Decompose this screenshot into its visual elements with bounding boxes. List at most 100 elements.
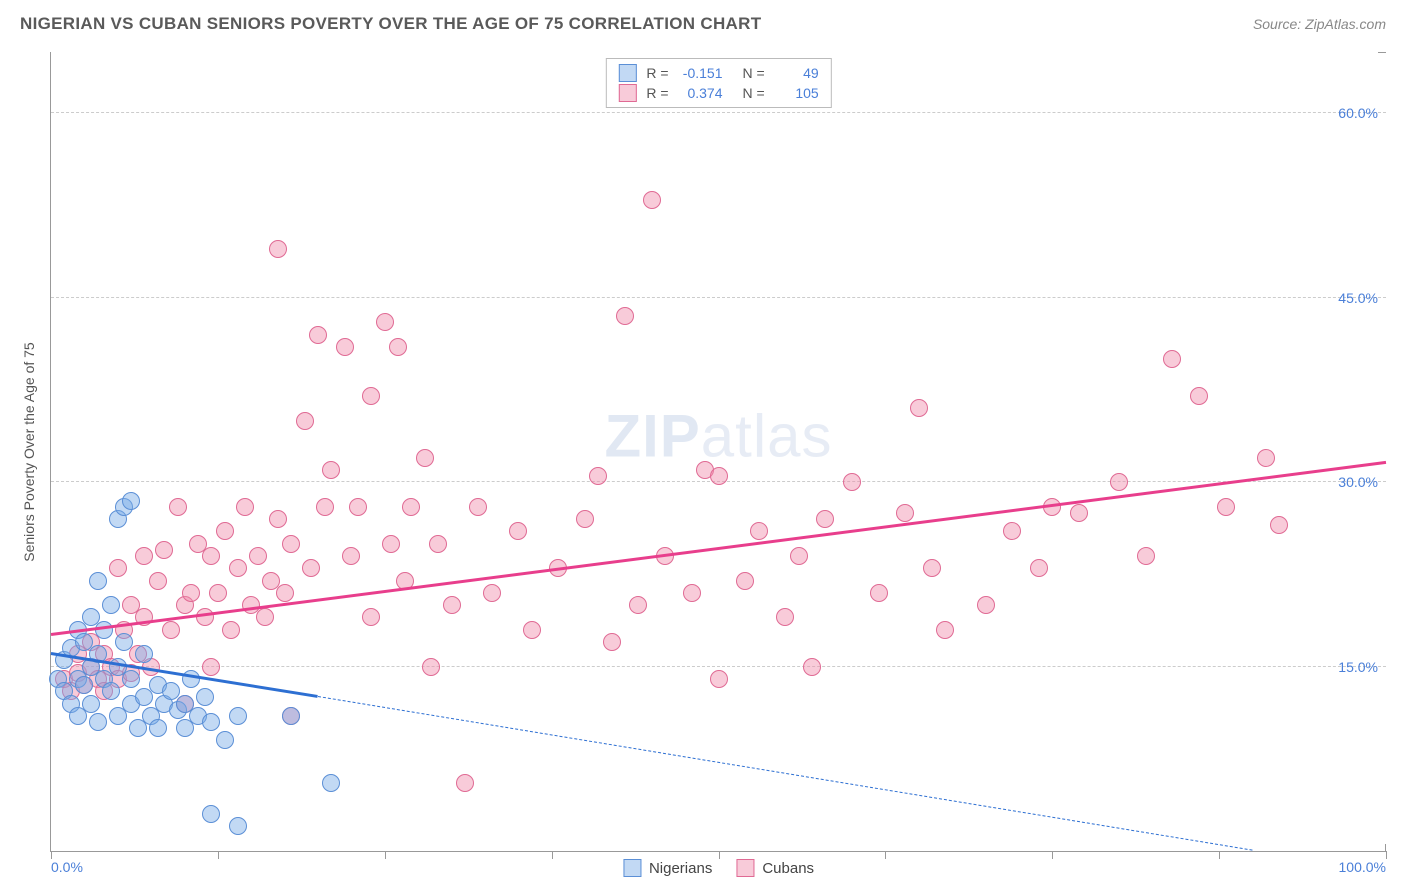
y-tick-label: 30.0% bbox=[1318, 474, 1378, 490]
legend-swatch bbox=[618, 64, 636, 82]
data-point bbox=[182, 584, 200, 602]
n-label: N = bbox=[743, 85, 765, 101]
r-label: R = bbox=[646, 65, 668, 81]
data-point bbox=[790, 547, 808, 565]
gridline bbox=[51, 112, 1386, 113]
data-point bbox=[1190, 387, 1208, 405]
data-point bbox=[483, 584, 501, 602]
x-tick bbox=[51, 851, 52, 859]
data-point bbox=[342, 547, 360, 565]
data-point bbox=[736, 572, 754, 590]
data-point bbox=[202, 805, 220, 823]
data-point bbox=[216, 522, 234, 540]
series-legend: NigeriansCubans bbox=[623, 859, 814, 877]
data-point bbox=[309, 326, 327, 344]
data-point bbox=[683, 584, 701, 602]
x-tick bbox=[218, 851, 219, 859]
data-point bbox=[523, 621, 541, 639]
data-point bbox=[269, 240, 287, 258]
data-point bbox=[1257, 449, 1275, 467]
data-point bbox=[229, 707, 247, 725]
data-point bbox=[643, 191, 661, 209]
data-point bbox=[322, 461, 340, 479]
data-point bbox=[389, 338, 407, 356]
legend-swatch bbox=[618, 84, 636, 102]
data-point bbox=[456, 774, 474, 792]
data-point bbox=[155, 541, 173, 559]
data-point bbox=[443, 596, 461, 614]
data-point bbox=[1137, 547, 1155, 565]
data-point bbox=[282, 535, 300, 553]
data-point bbox=[870, 584, 888, 602]
data-point bbox=[803, 658, 821, 676]
data-point bbox=[416, 449, 434, 467]
correlation-stats-box: R =-0.151N =49R =0.374N =105 bbox=[605, 58, 831, 108]
legend-swatch bbox=[736, 859, 754, 877]
data-point bbox=[362, 608, 380, 626]
y-axis-title: Seniors Poverty Over the Age of 75 bbox=[21, 342, 37, 561]
data-point bbox=[710, 467, 728, 485]
chart-title: NIGERIAN VS CUBAN SENIORS POVERTY OVER T… bbox=[20, 14, 761, 34]
data-point bbox=[1110, 473, 1128, 491]
data-point bbox=[349, 498, 367, 516]
data-point bbox=[249, 547, 267, 565]
data-point bbox=[135, 547, 153, 565]
data-point bbox=[376, 313, 394, 331]
data-point bbox=[102, 682, 120, 700]
stats-row: R = 0.374 N = 105 bbox=[618, 83, 818, 103]
legend-swatch bbox=[623, 859, 641, 877]
data-point bbox=[422, 658, 440, 676]
data-point bbox=[229, 817, 247, 835]
data-point bbox=[89, 713, 107, 731]
data-point bbox=[102, 596, 120, 614]
data-point bbox=[576, 510, 594, 528]
n-label: N = bbox=[743, 65, 765, 81]
gridline bbox=[51, 666, 1386, 667]
data-point bbox=[896, 504, 914, 522]
x-tick bbox=[1052, 851, 1053, 859]
data-point bbox=[1070, 504, 1088, 522]
r-value: 0.374 bbox=[675, 85, 723, 101]
data-point bbox=[402, 498, 420, 516]
data-point bbox=[302, 559, 320, 577]
trend-line-extrapolated bbox=[318, 696, 1253, 851]
data-point bbox=[603, 633, 621, 651]
data-point bbox=[509, 522, 527, 540]
data-point bbox=[95, 621, 113, 639]
n-value: 49 bbox=[771, 65, 819, 81]
x-tick bbox=[719, 851, 720, 859]
data-point bbox=[202, 658, 220, 676]
data-point bbox=[276, 584, 294, 602]
y-tick-label: 15.0% bbox=[1318, 659, 1378, 675]
data-point bbox=[115, 633, 133, 651]
data-point bbox=[256, 608, 274, 626]
data-point bbox=[122, 670, 140, 688]
data-point bbox=[296, 412, 314, 430]
data-point bbox=[469, 498, 487, 516]
data-point bbox=[1003, 522, 1021, 540]
data-point bbox=[122, 492, 140, 510]
data-point bbox=[209, 584, 227, 602]
data-point bbox=[229, 559, 247, 577]
data-point bbox=[149, 719, 167, 737]
data-point bbox=[109, 559, 127, 577]
data-point bbox=[923, 559, 941, 577]
data-point bbox=[316, 498, 334, 516]
chart-header: NIGERIAN VS CUBAN SENIORS POVERTY OVER T… bbox=[0, 0, 1406, 42]
data-point bbox=[1030, 559, 1048, 577]
data-point bbox=[776, 608, 794, 626]
legend-item: Nigerians bbox=[623, 859, 712, 877]
x-tick bbox=[885, 851, 886, 859]
n-value: 105 bbox=[771, 85, 819, 101]
watermark-logo: ZIPatlas bbox=[604, 401, 832, 470]
y-tick-label: 60.0% bbox=[1318, 105, 1378, 121]
stats-row: R =-0.151N =49 bbox=[618, 63, 818, 83]
scatter-chart: Seniors Poverty Over the Age of 75 ZIPat… bbox=[50, 52, 1386, 852]
data-point bbox=[202, 547, 220, 565]
gridline bbox=[51, 297, 1386, 298]
r-label: R = bbox=[646, 85, 668, 101]
legend-label: Nigerians bbox=[649, 860, 712, 877]
data-point bbox=[629, 596, 647, 614]
data-point bbox=[710, 670, 728, 688]
data-point bbox=[236, 498, 254, 516]
